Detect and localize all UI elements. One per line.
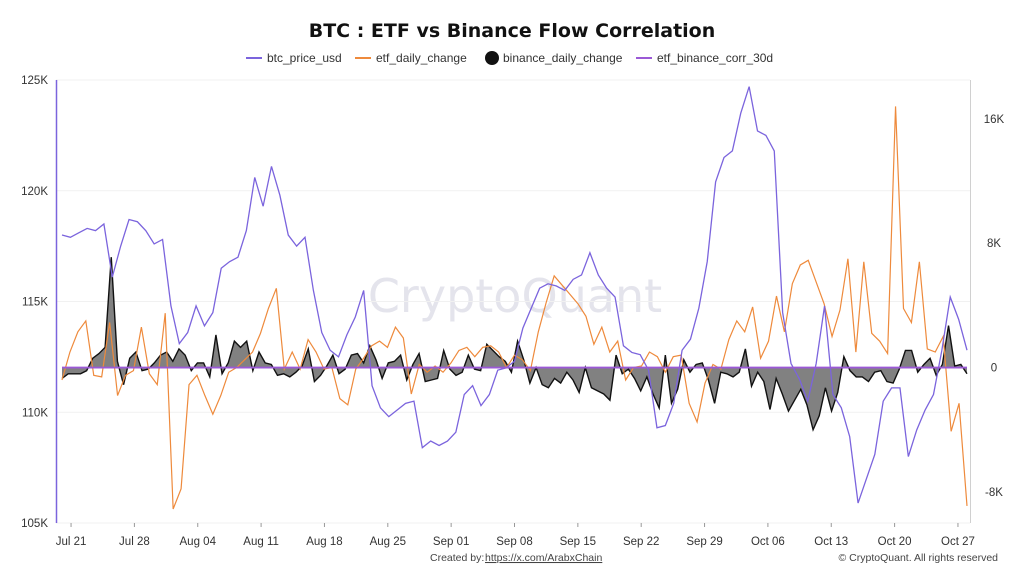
x-tick-label: Jul 28 xyxy=(119,536,150,548)
legend-item-btc-price[interactable]: btc_price_usd xyxy=(246,51,342,65)
x-tick-label: Oct 13 xyxy=(814,536,848,548)
left-tick-label: 125K xyxy=(21,75,48,87)
x-tick-label: Sep 01 xyxy=(433,536,469,548)
x-tick-label: Oct 27 xyxy=(941,536,975,548)
created-by-link[interactable]: https://x.com/ArabxChain xyxy=(485,552,602,564)
right-tick-label: 16K xyxy=(984,114,1005,126)
x-tick-label: Aug 25 xyxy=(370,536,406,548)
chart-title: BTC : ETF vs Binance Flow Correlation xyxy=(309,20,716,42)
right-tick-label: 8K xyxy=(987,238,1001,250)
x-tick-label: Sep 08 xyxy=(496,536,532,548)
x-tick-label: Oct 06 xyxy=(751,536,785,548)
x-tick-label: Aug 11 xyxy=(243,536,279,548)
x-tick-label: Sep 22 xyxy=(623,536,659,548)
legend-label-binance-change: binance_daily_change xyxy=(503,51,623,65)
x-tick-label: Sep 29 xyxy=(686,536,722,548)
legend-item-corr[interactable]: etf_binance_corr_30d xyxy=(636,51,773,65)
grid xyxy=(56,79,970,524)
x-axis-ticks: Jul 21 Jul 28 Aug 04 Aug 11 Aug 18 Aug 25 Sep … xyxy=(56,523,975,548)
legend: btc_price_usd etf_daily_change binance_d… xyxy=(246,51,773,65)
left-axis-ticks: 105K 110K 115K 120K 125K xyxy=(21,75,48,530)
x-tick-label: Aug 04 xyxy=(180,536,217,548)
right-axis-ticks: -8K 0 8K 16K xyxy=(984,114,1005,499)
legend-item-binance-change[interactable]: binance_daily_change xyxy=(485,51,623,65)
x-tick-label: Oct 20 xyxy=(878,536,912,548)
x-tick-label: Jul 21 xyxy=(56,536,87,548)
created-by-label: Created by: xyxy=(430,552,484,564)
left-tick-label: 110K xyxy=(22,407,48,419)
legend-item-etf-change[interactable]: etf_daily_change xyxy=(355,51,467,65)
left-tick-label: 115K xyxy=(22,297,48,309)
x-tick-label: Aug 18 xyxy=(306,536,342,548)
series-btc-price-line xyxy=(61,86,968,504)
copyright-text: © CryptoQuant. All rights reserved xyxy=(839,552,999,564)
x-tick-label: Sep 15 xyxy=(560,536,596,548)
series-binance-line xyxy=(61,257,968,432)
legend-label-etf-change: etf_daily_change xyxy=(376,51,467,65)
left-tick-label: 105K xyxy=(21,518,48,530)
right-tick-label: 0 xyxy=(991,363,997,375)
legend-label-btc-price: btc_price_usd xyxy=(267,51,342,65)
plot-area xyxy=(61,86,968,510)
left-tick-label: 120K xyxy=(21,186,48,198)
series-etf-line xyxy=(61,106,968,510)
watermark: CryptoQuant xyxy=(368,269,662,323)
legend-label-corr: etf_binance_corr_30d xyxy=(657,51,773,65)
right-tick-label: -8K xyxy=(985,487,1003,499)
